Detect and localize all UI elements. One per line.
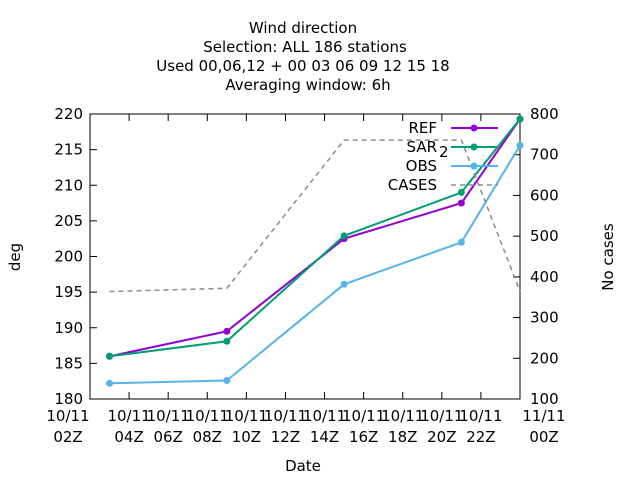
series-line-cases [109,139,521,293]
x-tick-label-date: 10/11 [147,407,190,425]
y-tick-label: 180 [54,390,83,408]
y-tick-label: 195 [54,283,83,301]
y-tick-label: 185 [54,354,83,372]
y2-tick-label: 500 [530,227,559,245]
legend-marker-obs [470,162,478,170]
title-line-4: Averaging window: 6h [225,76,390,94]
y2-tick-label: 700 [530,146,559,164]
data-point-sar [223,337,231,345]
data-point-obs [457,238,465,246]
legend-label-ref: REF [408,119,437,137]
x-tick-label-hour: 00Z [529,428,558,446]
data-series [106,115,524,387]
x-tick-label-hour: 22Z [466,428,495,446]
data-point-sar [457,188,465,196]
x-tick-label-date: 10/11 [186,407,229,425]
x-tick-label-date: 10/11 [264,407,307,425]
y2-tick-label: 800 [530,105,559,123]
legend-marker-ref [470,124,478,132]
y-tick-label: 190 [54,319,83,337]
data-point-obs [340,280,348,288]
title-line-1: Wind direction [249,19,357,37]
x-tick-label-hour: 12Z [271,428,300,446]
x-tick-label-hour: 08Z [193,428,222,446]
series-line-ref [109,118,521,358]
x-tick-label-date: 10/11 [381,407,424,425]
y2-tick-label: 400 [530,268,559,286]
x-tick-label-date: 10/11 [420,407,463,425]
y-tick-label: 205 [54,212,83,230]
x-tick-label-hour: 20Z [427,428,456,446]
legend-label-subscript: 2 [439,143,449,161]
legend-label-cases: CASES [388,176,437,194]
x-tick-label-hour: 02Z [53,428,82,446]
x-tick-label-date: 10/11 [107,407,150,425]
y2-axis-title: No cases [599,223,617,291]
series-line-sar [109,118,521,358]
y-axis-title: deg [6,243,24,271]
x-tick-label-date: 10/11 [459,407,502,425]
x-tick-label-hour: 14Z [310,428,339,446]
data-point-obs [516,141,524,149]
y-tick-label: 200 [54,248,83,266]
chart-title: Wind direction Selection: ALL 186 statio… [156,19,449,94]
y2-tick-label: 600 [530,186,559,204]
title-line-3: Used 00,06,12 + 00 03 06 09 12 15 18 [156,57,449,75]
y2-tick-label: 300 [530,309,559,327]
data-point-obs [223,376,231,384]
x-tick-label-hour: 04Z [114,428,143,446]
data-point-ref [223,327,231,335]
legend-label-obs: OBS [406,157,437,175]
title-line-2: Selection: ALL 186 stations [203,38,407,56]
y-tick-label: 215 [54,141,83,159]
data-point-ref [457,199,465,207]
y2-tick-label: 200 [530,349,559,367]
axis-ticks: 180 185 190 195 200 205 210 215 220 100 200 300 400 5… [46,105,565,446]
x-tick-label-hour: 10Z [232,428,261,446]
x-tick-label-date: 10/11 [303,407,346,425]
plot-frame [89,113,521,400]
data-point-sar [340,232,348,240]
legend-marker-sar [470,143,478,151]
y-tick-label: 210 [54,176,83,194]
data-point-obs [106,379,114,387]
x-tick-label-date: 10/11 [46,407,89,425]
x-tick-label-hour: 06Z [153,428,182,446]
data-point-sar [106,352,114,360]
x-tick-label-date: 11/11 [522,407,565,425]
x-tick-label-date: 10/11 [225,407,268,425]
y-tick-label: 220 [54,105,83,123]
x-axis-title: Date [285,457,321,475]
data-point-sar [516,115,524,123]
x-tick-label-date: 10/11 [342,407,385,425]
y2-tick-label: 100 [530,390,559,408]
legend-label-sar: SAR [407,138,437,156]
x-tick-label-hour: 18Z [388,428,417,446]
x-tick-label-hour: 16Z [349,428,378,446]
